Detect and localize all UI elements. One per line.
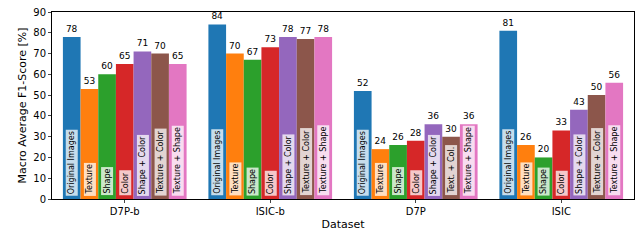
svg-text:71: 71 (137, 38, 148, 48)
svg-text:43: 43 (573, 97, 584, 107)
svg-text:53: 53 (84, 76, 95, 86)
svg-text:Shape + Color: Shape + Color (138, 136, 147, 194)
svg-text:10: 10 (33, 173, 46, 184)
svg-text:Original Images: Original Images (67, 131, 76, 194)
svg-text:Color: Color (121, 172, 130, 194)
svg-text:60: 60 (101, 61, 113, 71)
svg-text:Texture + Color: Texture + Color (156, 130, 165, 194)
svg-text:Original Images: Original Images (504, 131, 513, 194)
svg-text:52: 52 (357, 78, 368, 88)
svg-text:56: 56 (608, 70, 620, 80)
svg-text:D7P-b: D7P-b (110, 206, 140, 217)
svg-text:70: 70 (154, 41, 166, 51)
svg-text:Shape + Color: Shape + Color (575, 135, 584, 193)
svg-text:28: 28 (410, 128, 422, 138)
svg-text:60: 60 (33, 69, 46, 80)
svg-text:Texture: Texture (231, 164, 240, 194)
svg-text:Text. + Col.: Text. + Col. (447, 147, 456, 194)
svg-text:20: 20 (33, 152, 46, 163)
svg-text:Color: Color (266, 173, 275, 195)
svg-text:40: 40 (33, 110, 46, 121)
svg-text:ISIC-b: ISIC-b (256, 206, 285, 217)
svg-text:36: 36 (428, 111, 440, 121)
svg-text:77: 77 (300, 26, 311, 36)
svg-text:70: 70 (229, 41, 241, 51)
svg-text:73: 73 (265, 34, 276, 44)
svg-text:67: 67 (247, 47, 258, 57)
svg-text:Texture: Texture (85, 164, 94, 194)
svg-text:84: 84 (211, 11, 223, 21)
svg-text:0: 0 (40, 194, 46, 205)
svg-text:78: 78 (317, 24, 329, 34)
svg-text:Shape: Shape (248, 169, 257, 194)
svg-text:Original Images: Original Images (213, 131, 222, 194)
svg-text:Texture: Texture (522, 164, 531, 194)
svg-text:ISIC: ISIC (552, 206, 571, 217)
svg-text:Color: Color (412, 172, 421, 194)
svg-text:78: 78 (66, 24, 78, 34)
svg-text:26: 26 (520, 132, 532, 142)
svg-text:Texture + Shape: Texture + Shape (173, 127, 182, 194)
svg-text:81: 81 (503, 18, 514, 28)
svg-text:Texture + Color: Texture + Color (593, 130, 602, 194)
svg-text:80: 80 (33, 27, 46, 38)
svg-text:Texture + Shape: Texture + Shape (464, 127, 473, 194)
svg-text:Macro Average F1-Score [%]: Macro Average F1-Score [%] (16, 27, 29, 183)
svg-text:50: 50 (33, 90, 46, 101)
svg-text:Shape + Color: Shape + Color (429, 136, 438, 194)
svg-text:Texture: Texture (376, 164, 385, 194)
svg-text:20: 20 (538, 144, 550, 154)
svg-text:65: 65 (119, 51, 130, 61)
svg-text:Texture + Color: Texture + Color (302, 130, 311, 194)
svg-text:Original Images: Original Images (358, 131, 367, 194)
svg-text:26: 26 (392, 132, 404, 142)
svg-text:Shape: Shape (103, 168, 112, 193)
svg-text:65: 65 (172, 51, 183, 61)
svg-text:Shape: Shape (394, 168, 403, 193)
svg-text:Shape + Color: Shape + Color (284, 135, 293, 193)
svg-text:Color: Color (557, 173, 566, 195)
svg-text:30: 30 (33, 131, 46, 142)
svg-text:33: 33 (556, 117, 567, 127)
svg-text:50: 50 (591, 82, 603, 92)
svg-text:D7P: D7P (406, 206, 426, 217)
svg-text:90: 90 (33, 7, 46, 18)
svg-text:Dataset: Dataset (321, 218, 365, 231)
svg-text:70: 70 (33, 48, 46, 59)
svg-text:36: 36 (463, 111, 475, 121)
svg-text:30: 30 (445, 124, 457, 134)
svg-text:Texture + Shape: Texture + Shape (319, 127, 328, 194)
svg-text:78: 78 (282, 24, 294, 34)
svg-text:24: 24 (375, 136, 387, 146)
svg-text:Texture + Shape: Texture + Shape (610, 127, 619, 194)
svg-text:Shape: Shape (539, 169, 548, 194)
